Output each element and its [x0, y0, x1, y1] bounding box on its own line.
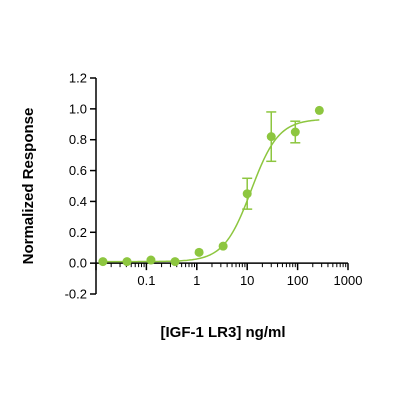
data-point	[218, 241, 228, 251]
data-point	[122, 257, 132, 267]
y-tick-label: 0.4	[69, 194, 87, 209]
data-point	[242, 189, 252, 199]
y-tick-label: 0.8	[69, 132, 87, 147]
fit-curve-layer	[102, 119, 320, 263]
data-point	[146, 255, 156, 265]
data-point	[170, 257, 180, 267]
y-tick-label: 0.2	[69, 225, 87, 240]
axes: -0.2 0.0 0.2 0.4 0.6 0.8 1.0 1.2 0.1 1 10 100 1000	[65, 71, 363, 302]
y-tick-label: -0.2	[65, 287, 87, 302]
x-axis-ticks: 0.1 1 10 100 1000	[95, 263, 363, 288]
data-point	[194, 247, 204, 257]
data-point	[314, 105, 324, 115]
x-tick-label: 10	[240, 273, 254, 288]
x-axis-title: [IGF-1 LR3] ng/ml	[161, 324, 286, 341]
y-tick-label: 0.6	[69, 163, 87, 178]
fit-curve	[102, 119, 320, 263]
y-axis-title: Normalized Response	[20, 108, 37, 265]
x-tick-label: 1000	[334, 273, 363, 288]
y-tick-label: 0.0	[69, 256, 87, 271]
x-tick-label: 100	[287, 273, 309, 288]
x-tick-label: 1	[193, 273, 200, 288]
data-point	[98, 257, 108, 267]
data-points	[98, 105, 324, 267]
y-tick-label: 1.2	[69, 71, 87, 86]
data-point	[266, 132, 276, 142]
data-point	[290, 127, 300, 137]
y-tick-label: 1.0	[69, 101, 87, 116]
y-axis-ticks: -0.2 0.0 0.2 0.4 0.6 0.8 1.0 1.2	[65, 71, 96, 302]
x-tick-label: 0.1	[137, 273, 155, 288]
